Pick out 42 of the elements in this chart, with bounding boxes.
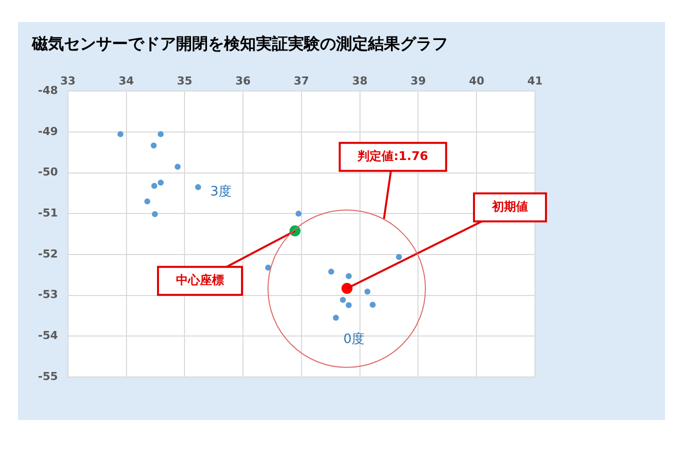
point (396, 254, 402, 260)
point (151, 182, 158, 189)
y-tick-label: -49 (38, 124, 58, 138)
point (158, 131, 164, 138)
annotation: 初期値 (490, 200, 528, 214)
x-tick-label: 33 (60, 74, 76, 88)
point (152, 211, 158, 218)
point (332, 314, 339, 321)
y-tick-label: -52 (38, 247, 58, 260)
x-tick-label: 40 (468, 74, 485, 88)
x-tick-label: 38 (352, 74, 368, 88)
x-tick-label: 34 (118, 74, 134, 88)
point (150, 142, 157, 148)
annotation: 3度 (210, 183, 232, 200)
x-tick-label: 37 (294, 74, 310, 88)
point (370, 302, 376, 308)
point (364, 288, 370, 295)
x-tick-label: 39 (410, 74, 426, 88)
chart-title: 磁気センサーでドア開閉を検知実証実験の測定結果グラフ (32, 34, 448, 55)
point (328, 268, 334, 275)
point (117, 131, 124, 138)
y-tick-label: -55 (38, 370, 58, 383)
point (296, 210, 302, 217)
x-tick-label: 41 (527, 74, 543, 88)
y-tick-label: -50 (38, 166, 58, 179)
point (195, 184, 202, 190)
y-tick-label: -53 (38, 288, 58, 302)
annotation: 判定値:1.76 (356, 149, 428, 164)
y-tick-label: -48 (38, 84, 58, 98)
x-tick-label: 35 (177, 74, 192, 88)
annotation: 0度 (343, 330, 365, 347)
annotation: 中心座標 (176, 272, 224, 287)
x-tick-label: 36 (235, 74, 252, 88)
point (144, 198, 150, 204)
y-tick-label: -51 (38, 206, 58, 220)
point (346, 302, 352, 308)
y-tick-label: -54 (38, 329, 58, 342)
point (346, 273, 352, 280)
point (174, 164, 181, 170)
point (265, 264, 272, 271)
point (340, 296, 346, 303)
point (158, 180, 164, 186)
